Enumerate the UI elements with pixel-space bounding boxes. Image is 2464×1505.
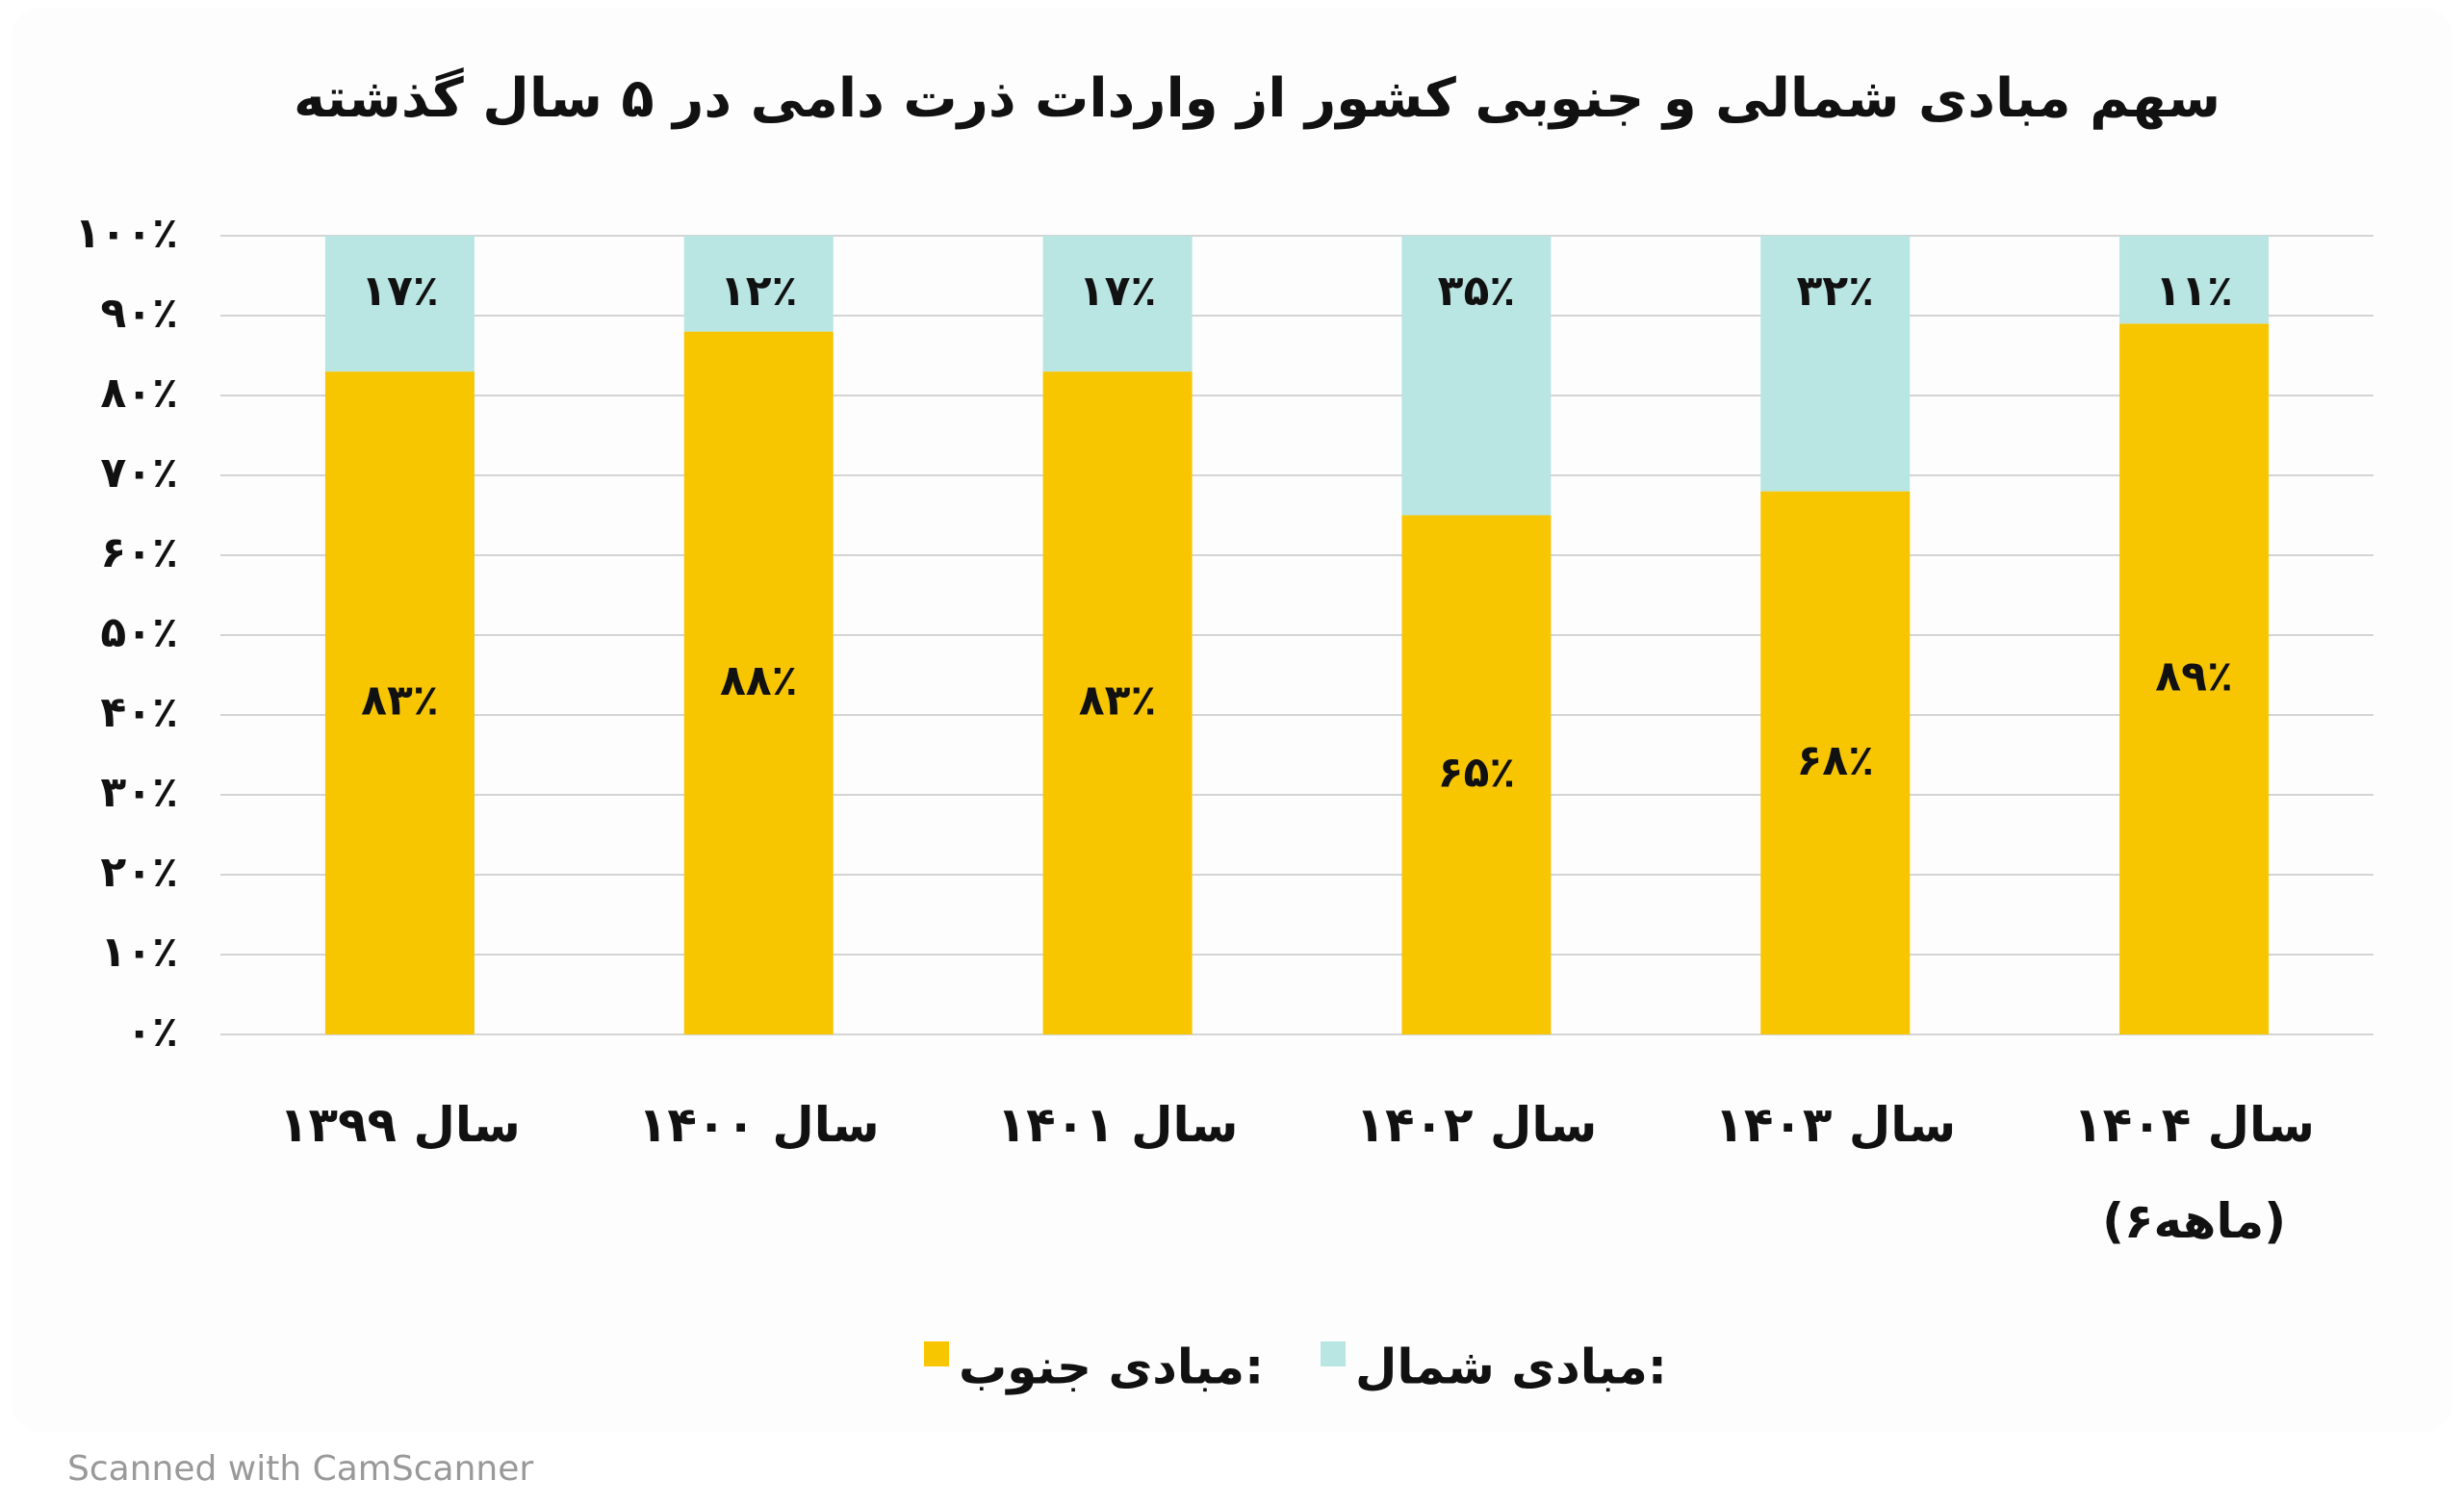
- x-tick-label: سال ۱۴۰۰: [638, 1097, 880, 1153]
- legend-swatch: [1321, 1341, 1346, 1366]
- value-label: ۸۸٪: [720, 656, 798, 705]
- y-tick-label: ۵۰٪: [100, 608, 178, 657]
- value-label: ۸۳٪: [1079, 676, 1157, 726]
- x-tick-label: سال ۱۴۰۳: [1714, 1097, 1956, 1153]
- chart-title: سهم مبادی شمالی و جنوبی کشور از واردات ذ…: [294, 67, 2220, 130]
- y-tick-label: ۴۰٪: [100, 688, 178, 737]
- value-label: ۳۲٪: [1796, 267, 1874, 316]
- value-label: ۱۲٪: [720, 267, 798, 316]
- y-tick-label: ۷۰٪: [100, 448, 178, 497]
- legend-label: مبادی شمال:: [1355, 1339, 1667, 1395]
- watermark: Scanned with CamScanner: [67, 1449, 533, 1489]
- y-tick-label: ۱۰۰٪: [75, 209, 178, 258]
- bar-segment: [1760, 491, 1911, 1035]
- bar-segment: [1760, 236, 1911, 492]
- value-label: ۱۷٪: [361, 267, 439, 316]
- bar-segment: [2119, 236, 2270, 324]
- bar-segment: [1042, 371, 1193, 1035]
- bar-segment: [324, 371, 475, 1035]
- y-tick-label: ۳۰٪: [100, 768, 178, 817]
- value-label: ۳۵٪: [1438, 267, 1516, 316]
- bar-segment: [683, 236, 834, 332]
- x-tick-label: سال ۱۳۹۹: [279, 1097, 521, 1153]
- value-label: ۱۷٪: [1079, 267, 1157, 316]
- y-tick-label: ۱۰٪: [100, 928, 178, 977]
- x-tick-label: سال ۱۴۰۲: [1356, 1097, 1598, 1153]
- legend-label: مبادی جنوب:: [959, 1339, 1264, 1396]
- x-tick-label: سال ۱۴۰۱: [997, 1097, 1239, 1153]
- value-label: ۸۳٪: [361, 676, 439, 726]
- y-tick-label: ۲۰٪: [100, 848, 178, 897]
- value-label: ۱۱٪: [2155, 267, 2233, 316]
- bar-segment: [1042, 236, 1193, 372]
- bar-segment: [2119, 323, 2270, 1034]
- value-label: ۶۵٪: [1438, 748, 1516, 797]
- y-tick-label: ۶۰٪: [100, 528, 178, 577]
- value-label: ۸۹٪: [2155, 652, 2233, 701]
- bar-segment: [683, 331, 834, 1035]
- bar-segment: [1401, 236, 1552, 516]
- y-tick-label: ۸۰٪: [100, 369, 178, 418]
- y-tick-label: ۰٪: [126, 1008, 178, 1057]
- legend-swatch: [924, 1341, 949, 1366]
- bar-segment: [1401, 515, 1552, 1034]
- x-tick-label: سال ۱۴۰۴ (۶ماهه): [2073, 1097, 2315, 1249]
- y-tick-label: ۹۰٪: [100, 289, 178, 338]
- bar-segment: [324, 236, 475, 372]
- value-label: ۶۸٪: [1796, 736, 1874, 785]
